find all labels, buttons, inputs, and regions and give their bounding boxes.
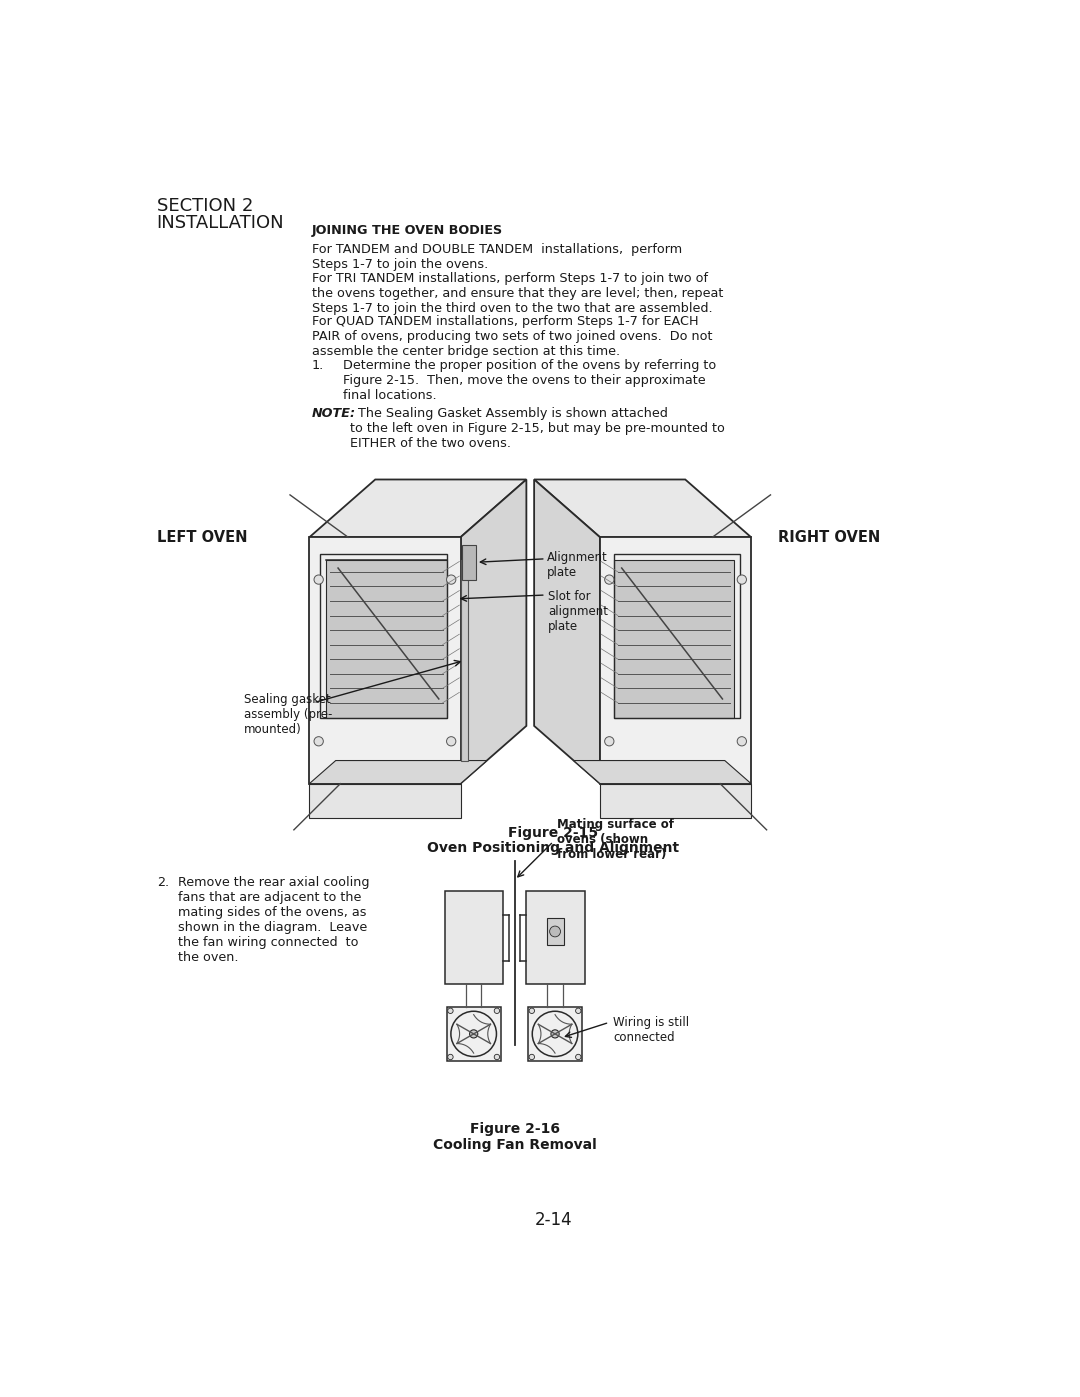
Circle shape <box>529 1055 535 1060</box>
Polygon shape <box>460 479 526 784</box>
Circle shape <box>495 1009 500 1013</box>
Text: Mating surface of
ovens (shown
from lower rear): Mating surface of ovens (shown from lowe… <box>557 819 674 862</box>
Polygon shape <box>462 545 476 580</box>
Circle shape <box>605 576 613 584</box>
Text: JOINING THE OVEN BODIES: JOINING THE OVEN BODIES <box>312 224 503 237</box>
Circle shape <box>495 1055 500 1060</box>
Circle shape <box>605 736 613 746</box>
Text: INSTALLATION: INSTALLATION <box>157 214 284 232</box>
Polygon shape <box>326 560 446 718</box>
Text: Cooling Fan Removal: Cooling Fan Removal <box>433 1137 596 1153</box>
Bar <box>445 891 503 983</box>
Polygon shape <box>535 479 751 538</box>
Text: 2-14: 2-14 <box>535 1211 572 1229</box>
Polygon shape <box>573 760 751 784</box>
Text: 2.: 2. <box>157 876 168 888</box>
Text: NOTE:: NOTE: <box>312 407 355 420</box>
Circle shape <box>446 576 456 584</box>
Text: The Sealing Gasket Assembly is shown attached
to the left oven in Figure 2-15, b: The Sealing Gasket Assembly is shown att… <box>350 407 726 450</box>
Polygon shape <box>309 479 526 538</box>
Text: Figure 2-15: Figure 2-15 <box>509 826 598 840</box>
Polygon shape <box>309 760 487 784</box>
Text: Alignment
plate: Alignment plate <box>548 550 608 580</box>
Text: For TRI TANDEM installations, perform Steps 1-7 to join two of
the ovens togethe: For TRI TANDEM installations, perform St… <box>312 272 724 316</box>
Bar <box>446 1007 501 1060</box>
Polygon shape <box>613 560 734 718</box>
Circle shape <box>576 1009 581 1013</box>
Circle shape <box>448 1009 454 1013</box>
Text: For TANDEM and DOUBLE TANDEM  installations,  perform
Steps 1-7 to join the oven: For TANDEM and DOUBLE TANDEM installatio… <box>312 243 681 271</box>
Bar <box>526 891 584 983</box>
Polygon shape <box>309 538 460 784</box>
Polygon shape <box>600 538 751 784</box>
Circle shape <box>470 1030 477 1038</box>
Text: Slot for
alignment
plate: Slot for alignment plate <box>548 590 608 633</box>
Polygon shape <box>535 479 600 784</box>
Text: Determine the proper position of the ovens by referring to
Figure 2-15.  Then, m: Determine the proper position of the ove… <box>342 359 716 401</box>
Circle shape <box>448 1055 454 1060</box>
Text: Wiring is still
connected: Wiring is still connected <box>613 1016 689 1044</box>
Text: SECTION 2: SECTION 2 <box>157 197 253 215</box>
Circle shape <box>738 576 746 584</box>
Circle shape <box>551 1030 559 1038</box>
Circle shape <box>314 736 323 746</box>
Bar <box>546 918 564 946</box>
Polygon shape <box>460 560 469 760</box>
Text: Figure 2-16: Figure 2-16 <box>470 1122 559 1136</box>
Circle shape <box>576 1055 581 1060</box>
Polygon shape <box>309 784 460 819</box>
Text: Oven Positioning and Alignment: Oven Positioning and Alignment <box>428 841 679 855</box>
Circle shape <box>738 736 746 746</box>
Polygon shape <box>600 784 751 819</box>
Text: 1.: 1. <box>312 359 324 372</box>
Text: Remove the rear axial cooling
fans that are adjacent to the
mating sides of the : Remove the rear axial cooling fans that … <box>177 876 369 964</box>
Circle shape <box>529 1009 535 1013</box>
Text: Sealing gasket
assembly (pre-
mounted): Sealing gasket assembly (pre- mounted) <box>243 693 332 736</box>
Text: RIGHT OVEN: RIGHT OVEN <box>779 529 880 545</box>
Circle shape <box>550 926 561 937</box>
Text: For QUAD TANDEM installations, perform Steps 1-7 for EACH
PAIR of ovens, produci: For QUAD TANDEM installations, perform S… <box>312 314 712 358</box>
Bar <box>528 1007 582 1060</box>
Text: LEFT OVEN: LEFT OVEN <box>157 529 247 545</box>
Circle shape <box>446 736 456 746</box>
Circle shape <box>314 576 323 584</box>
